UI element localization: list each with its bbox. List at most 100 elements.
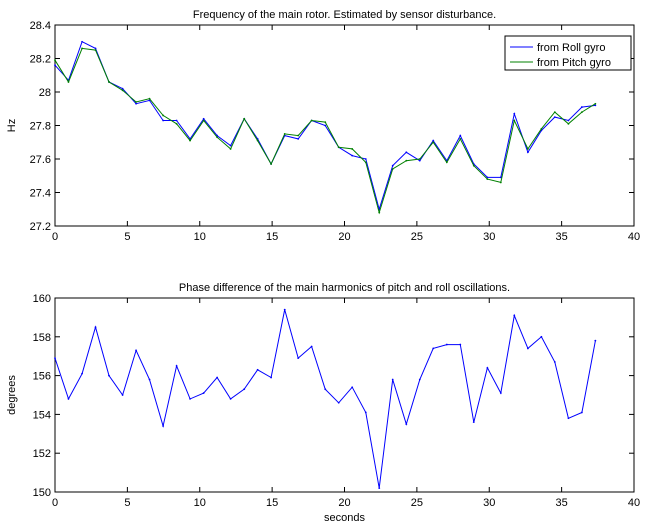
x-tick-label: 25 [411,497,423,509]
data-point [94,49,97,52]
data-point [513,314,516,317]
data-point [324,121,327,124]
x-tick-label: 30 [483,497,495,509]
data-point [189,397,191,400]
data-point [594,102,597,105]
data-point [567,122,570,125]
data-point [459,134,462,137]
data-point [121,89,124,92]
data-point [243,117,246,120]
data-point [297,138,300,140]
y-tick-label: 28.4 [30,20,51,32]
data-point [351,154,354,157]
data-point [148,97,151,100]
data-point [432,347,435,350]
x-tick-label: 25 [411,231,423,243]
data-point [94,326,97,328]
y-axis-label: degrees [6,375,18,415]
data-point [526,151,529,154]
chart-2: Phase difference of the main harmonics o… [6,282,640,524]
data-point [513,112,516,115]
data-point [391,168,394,170]
data-point [81,47,83,50]
data-point [283,132,286,135]
data-point [405,151,408,154]
data-point [432,139,435,142]
data-point [540,335,543,338]
data-point [337,146,340,149]
y-tick-label: 154 [33,409,51,421]
data-point [486,176,489,179]
chart-title: Frequency of the main rotor. Estimated b… [193,9,496,21]
data-point [67,81,70,83]
data-point [553,361,556,363]
data-point [270,163,273,165]
data-point [418,159,421,162]
data-point [256,368,259,371]
y-tick-label: 152 [33,448,51,460]
data-point [351,386,354,389]
data-point [391,164,394,167]
data-point [175,365,178,367]
data-point [459,138,462,140]
data-point [297,134,300,137]
x-tick-label: 40 [628,231,640,243]
data-point [229,397,232,400]
y-tick-label: 28.2 [30,54,51,66]
data-point [472,421,475,424]
y-tick-label: 27.2 [30,221,51,233]
data-point [540,127,543,130]
data-point [567,119,570,122]
data-point [499,392,502,394]
data-point [216,376,219,379]
data-point [594,339,597,342]
plot-frame [54,297,635,493]
data-point [135,349,137,352]
data-point [378,487,381,490]
data-point [189,139,191,142]
y-tick-label: 27.8 [30,121,51,133]
legend-label: from Pitch gyro [537,57,611,69]
data-point [513,119,516,122]
data-point [67,397,70,400]
data-point [418,378,421,381]
data-point [405,423,408,425]
data-point [175,122,178,125]
y-axis-label: Hz [6,119,18,132]
data-point [121,394,124,396]
data-point [310,119,313,122]
data-point [135,102,137,105]
data-point [202,117,205,120]
y-tick-label: 158 [33,332,51,344]
data-point [108,374,110,377]
x-tick-label: 20 [338,231,350,243]
data-point [81,372,83,375]
data-point [202,119,205,122]
x-tick-label: 10 [194,497,206,509]
data-point [580,411,583,414]
data-point [81,40,83,43]
x-tick-label: 0 [52,497,58,509]
data-point [54,64,56,67]
x-tick-label: 35 [556,497,568,509]
x-tick-label: 35 [556,231,568,243]
data-point [526,347,529,350]
data-point [472,164,475,167]
legend-box [504,35,632,71]
data-point [94,47,97,50]
data-point [270,376,273,379]
data-point [229,148,232,150]
legend-label: from Roll gyro [537,42,605,54]
data-point [54,357,56,360]
data-point [391,378,394,381]
chart-1: Frequency of the main rotor. Estimated b… [6,9,640,243]
data-point [108,81,110,83]
data-point [243,388,246,391]
data-point [580,111,583,113]
x-tick-label: 30 [483,231,495,243]
data-point [297,357,300,360]
y-tick-label: 27.4 [30,188,51,200]
data-point [459,343,462,346]
data-point [283,308,286,311]
